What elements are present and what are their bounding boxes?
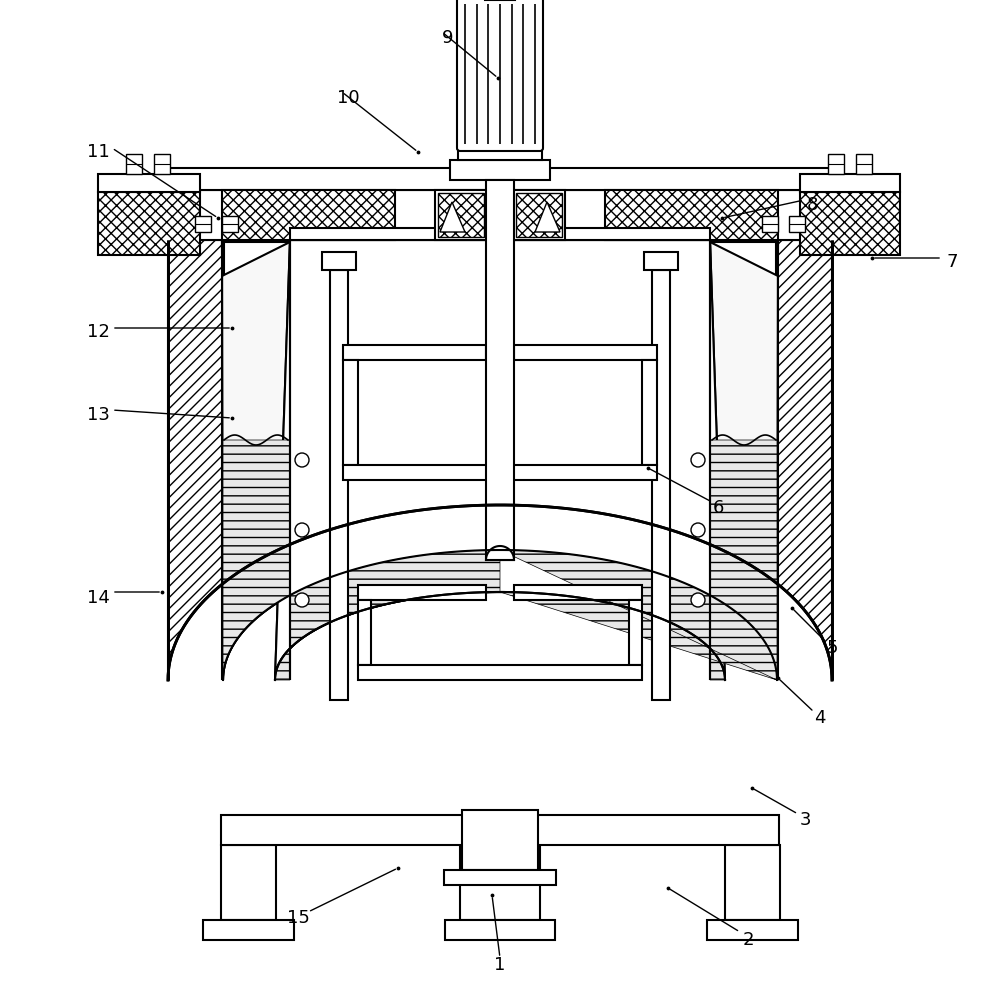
Circle shape — [295, 593, 309, 607]
Polygon shape — [168, 240, 832, 680]
Polygon shape — [535, 202, 560, 232]
Polygon shape — [223, 440, 500, 680]
Polygon shape — [158, 168, 842, 190]
Polygon shape — [644, 252, 678, 270]
Circle shape — [691, 453, 705, 467]
Polygon shape — [343, 360, 358, 465]
Text: 5: 5 — [826, 639, 838, 657]
Text: 10: 10 — [337, 89, 359, 107]
Polygon shape — [343, 465, 657, 480]
Text: 14: 14 — [87, 589, 109, 607]
Polygon shape — [221, 815, 779, 845]
Text: 13: 13 — [87, 406, 109, 424]
Polygon shape — [707, 920, 798, 940]
Polygon shape — [762, 216, 778, 232]
Polygon shape — [195, 216, 211, 232]
Polygon shape — [438, 193, 484, 237]
Polygon shape — [828, 154, 844, 174]
Polygon shape — [435, 190, 565, 240]
Text: 8: 8 — [806, 196, 818, 214]
Text: 6: 6 — [712, 499, 724, 517]
Polygon shape — [358, 585, 486, 600]
Polygon shape — [462, 810, 538, 870]
Polygon shape — [789, 216, 805, 232]
Text: 1: 1 — [494, 956, 506, 974]
Polygon shape — [154, 154, 170, 174]
Polygon shape — [486, 546, 514, 560]
Polygon shape — [440, 202, 465, 232]
Text: 7: 7 — [946, 253, 958, 271]
Polygon shape — [486, 180, 514, 560]
Polygon shape — [98, 174, 200, 192]
Text: 4: 4 — [814, 709, 826, 727]
Polygon shape — [460, 840, 540, 920]
Polygon shape — [221, 845, 276, 920]
Polygon shape — [516, 193, 562, 237]
Polygon shape — [450, 160, 550, 180]
Polygon shape — [275, 240, 725, 680]
Text: 15: 15 — [287, 909, 309, 927]
Polygon shape — [800, 174, 900, 192]
Polygon shape — [222, 216, 238, 232]
FancyBboxPatch shape — [457, 0, 543, 151]
Text: 9: 9 — [442, 29, 454, 47]
Text: 3: 3 — [799, 811, 811, 829]
Polygon shape — [500, 440, 777, 680]
Polygon shape — [322, 252, 356, 270]
Polygon shape — [358, 600, 371, 665]
Circle shape — [691, 523, 705, 537]
Polygon shape — [514, 345, 657, 360]
Polygon shape — [458, 148, 542, 160]
Polygon shape — [343, 345, 486, 360]
Circle shape — [295, 523, 309, 537]
Polygon shape — [222, 190, 395, 240]
Polygon shape — [642, 360, 657, 465]
Polygon shape — [224, 242, 290, 275]
Text: 2: 2 — [742, 931, 754, 949]
Polygon shape — [358, 665, 642, 680]
Polygon shape — [126, 154, 142, 174]
Polygon shape — [514, 585, 642, 600]
Text: 12: 12 — [87, 323, 109, 341]
Polygon shape — [725, 845, 780, 920]
Circle shape — [691, 593, 705, 607]
Polygon shape — [605, 190, 778, 240]
Polygon shape — [800, 192, 900, 255]
Text: 11: 11 — [87, 143, 109, 161]
Circle shape — [295, 453, 309, 467]
Polygon shape — [98, 192, 200, 255]
Polygon shape — [856, 154, 872, 174]
Polygon shape — [445, 920, 555, 940]
Polygon shape — [330, 270, 348, 700]
Polygon shape — [203, 920, 294, 940]
Polygon shape — [710, 242, 776, 275]
Polygon shape — [629, 600, 642, 665]
Polygon shape — [222, 240, 778, 680]
Polygon shape — [444, 870, 556, 885]
Polygon shape — [290, 228, 710, 240]
Polygon shape — [652, 270, 670, 700]
Polygon shape — [168, 190, 832, 240]
